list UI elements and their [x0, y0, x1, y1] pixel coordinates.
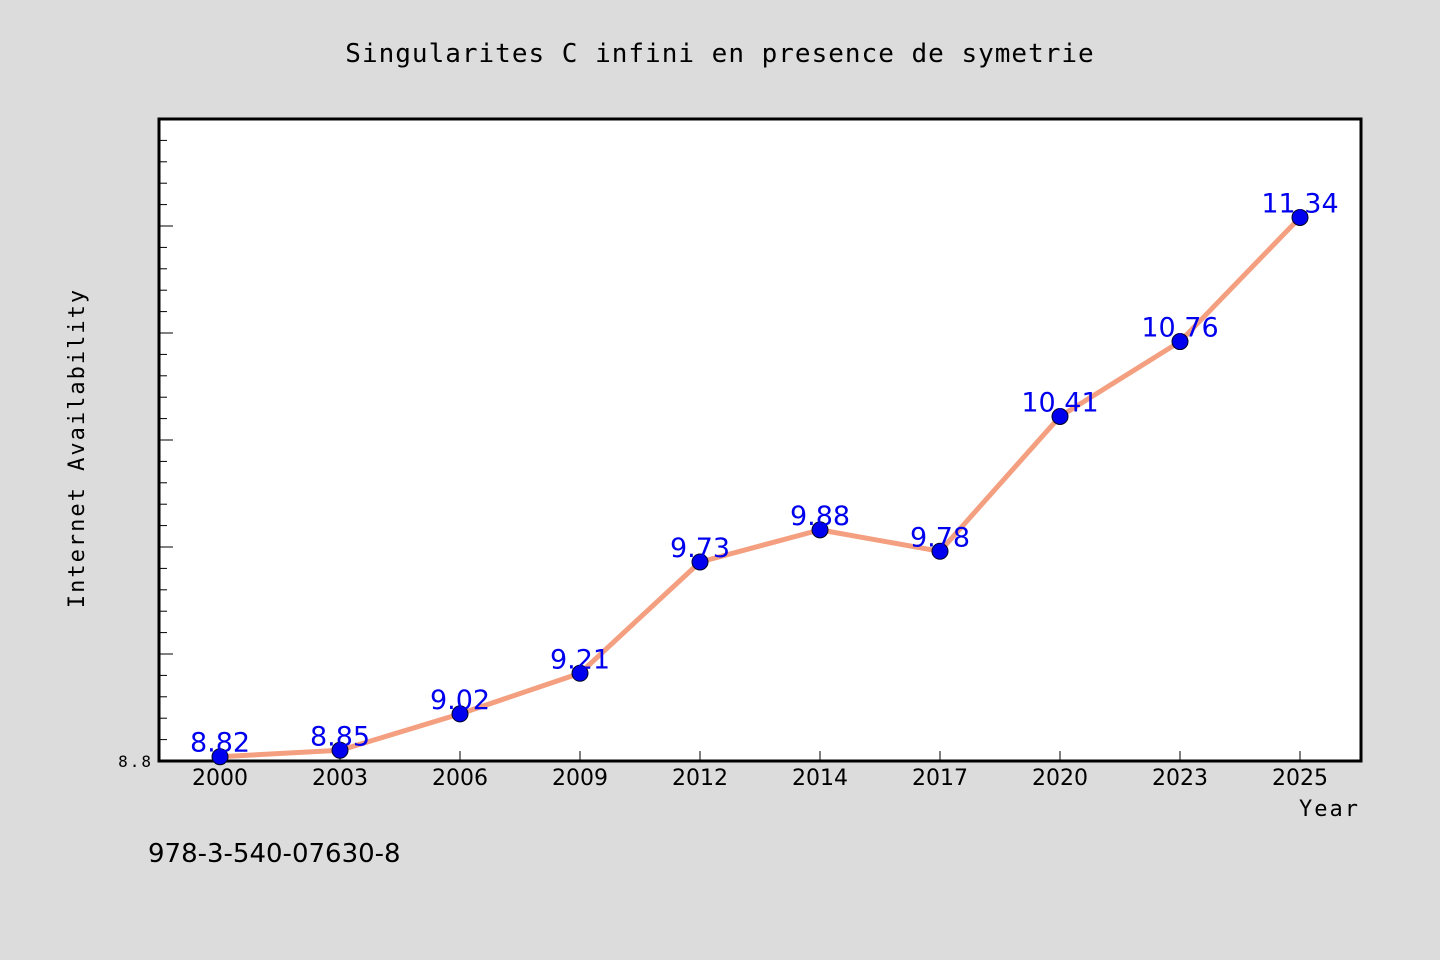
data-point — [331, 741, 349, 759]
isbn-label: 978-3-540-07630-8 — [148, 839, 401, 869]
x-tick-label: 2014 — [792, 766, 848, 791]
data-label: 9.02 — [430, 685, 490, 716]
data-point — [811, 521, 829, 539]
y-axis-ticks: 8.8 — [118, 118, 173, 771]
x-tick-label: 2009 — [552, 766, 608, 791]
y-axis-title: Internet Availability — [65, 288, 90, 608]
x-tick-label: 2020 — [1032, 766, 1088, 791]
data-label: 9.21 — [550, 644, 610, 675]
x-tick-label: 2025 — [1272, 766, 1328, 791]
x-axis-ticks: 2000 2003 2006 2009 2012 2014 2017 2020 2023 2025 — [192, 751, 1328, 791]
data-point — [691, 553, 709, 571]
data-point — [1291, 208, 1309, 226]
data-point — [1051, 407, 1069, 425]
x-tick-label: 2006 — [432, 766, 488, 791]
x-tick-label: 2023 — [1152, 766, 1208, 791]
data-point — [931, 542, 949, 560]
data-label: 8.82 — [190, 728, 250, 759]
x-axis-title: Year — [1299, 797, 1360, 822]
data-label: 9.73 — [670, 533, 730, 564]
x-tick-label: 2017 — [912, 766, 968, 791]
data-point — [1171, 333, 1189, 351]
x-tick-label: 2000 — [192, 766, 248, 791]
data-label: 11.34 — [1261, 188, 1338, 219]
x-tick-label: 2003 — [312, 766, 368, 791]
data-point — [571, 664, 589, 682]
plot-area — [157, 117, 1363, 763]
data-point — [211, 748, 229, 766]
series-line — [217, 214, 1303, 760]
x-tick-label: 2012 — [672, 766, 728, 791]
data-label: 10.76 — [1141, 313, 1218, 344]
data-label: 9.88 — [790, 501, 850, 532]
data-label: 8.85 — [310, 721, 370, 752]
chart-title: Singularites C infini en presence de sym… — [345, 39, 1094, 69]
series-layer: 8.82 8.85 9.02 9.21 9.73 9.88 9.78 10.41 10.76 11… — [190, 188, 1339, 766]
y-tick-label: 8.8 — [118, 752, 153, 771]
data-point — [451, 705, 469, 723]
data-label: 10.41 — [1021, 387, 1098, 418]
data-label: 9.78 — [910, 522, 970, 553]
